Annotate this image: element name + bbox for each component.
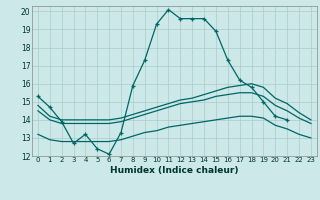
X-axis label: Humidex (Indice chaleur): Humidex (Indice chaleur) — [110, 166, 239, 175]
